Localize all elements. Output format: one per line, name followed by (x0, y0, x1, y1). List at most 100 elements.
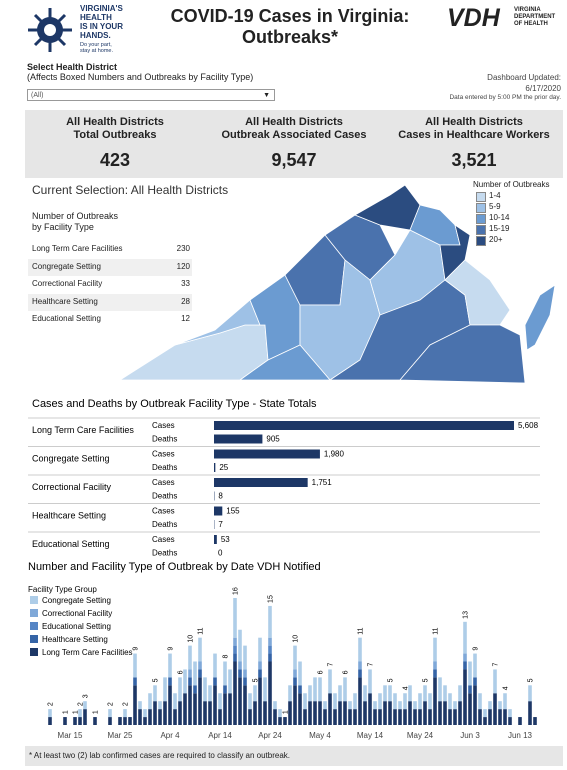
table-row-label: Congregate Setting (32, 261, 101, 271)
total-label: 2 (108, 702, 115, 706)
bar-segment (363, 685, 367, 702)
bar-segment (233, 661, 237, 725)
x-tick-label: Apr 4 (160, 731, 180, 740)
bar-segment (463, 653, 467, 662)
total-label: 8 (223, 655, 230, 659)
bar-segment (183, 693, 187, 725)
bar-segment (328, 669, 332, 694)
bar-segment (343, 701, 347, 725)
bar-segment (268, 661, 272, 725)
category-label: Healthcare Setting (32, 511, 106, 521)
bar-segment (288, 701, 292, 725)
bar-segment (208, 685, 212, 702)
title-line: Outbreaks* (241, 27, 339, 47)
bar-segment (408, 701, 412, 725)
bar-segment (168, 677, 172, 686)
legend-label: 20+ (489, 235, 503, 244)
legend-label: Correctional Facility (42, 609, 112, 618)
bar-segment (483, 717, 487, 725)
bar-segment (483, 709, 487, 718)
bar-segment (258, 677, 262, 725)
total-label: 2 (78, 702, 85, 706)
bar-segment (418, 693, 422, 710)
bar-segment (148, 709, 152, 725)
logo-tagline: Do your part, (80, 42, 112, 48)
bar-segment (333, 693, 337, 710)
bar-segment (123, 717, 127, 725)
table-row-bg (28, 258, 192, 276)
bar-segment (348, 709, 352, 725)
bar-segment (223, 661, 227, 686)
bar-segment (428, 693, 432, 710)
bar-segment (473, 685, 477, 725)
bar-segment (393, 709, 397, 725)
bar-segment (308, 685, 312, 702)
total-label: 2 (123, 702, 130, 706)
bar-segment (443, 685, 447, 702)
bar-segment (453, 709, 457, 725)
bar-segment (193, 693, 197, 725)
bar-segment (303, 709, 307, 725)
bar-segment (188, 669, 192, 678)
legend-swatch (30, 648, 38, 656)
legend-swatch (30, 609, 38, 617)
bar-segment (153, 685, 157, 702)
bar-segment (253, 685, 257, 702)
bar-segment (283, 717, 287, 725)
total-label: 9 (473, 647, 480, 651)
bar-segment (108, 709, 112, 718)
bar-segment (533, 717, 537, 725)
value-label: 1,980 (324, 450, 345, 459)
bar-segment (448, 693, 452, 710)
x-tick-label: May 24 (407, 731, 434, 740)
legend-label: Educational Setting (42, 622, 111, 631)
total-label: 4 (403, 686, 410, 690)
bar-segment (458, 685, 462, 702)
legend-label: 10-14 (489, 213, 510, 222)
total-label: 13 (463, 611, 470, 619)
bar (214, 535, 217, 544)
bar-segment (358, 661, 362, 670)
bar-segment (323, 709, 327, 725)
total-label: 9 (133, 647, 140, 651)
bar-segment (323, 701, 327, 710)
update-note: Data entered by 5:00 PM the prior day. (449, 94, 561, 101)
bar-segment (318, 677, 322, 702)
bar-segment (178, 677, 182, 702)
bar-segment (108, 717, 112, 725)
district-dropdown[interactable]: (All) ▼ (27, 89, 275, 101)
bar-segment (213, 653, 217, 678)
bar-segment (198, 661, 202, 670)
bar-segment (443, 701, 447, 725)
total-label: 1 (73, 710, 80, 714)
bar-segment (313, 677, 317, 702)
value-label: 905 (266, 435, 280, 444)
bar-segment (478, 693, 482, 710)
bar-segment (453, 701, 457, 710)
agency-line: DEPARTMENT (514, 14, 556, 20)
value-label: 25 (219, 463, 228, 472)
bar-segment (263, 701, 267, 725)
category-label: Congregate Setting (32, 454, 110, 464)
value-label: 53 (221, 535, 230, 544)
bar-segment (363, 701, 367, 725)
update-date: 6/17/2020 (525, 84, 561, 93)
bar-segment (278, 717, 282, 725)
total-label: 3 (83, 694, 90, 698)
bar-segment (213, 685, 217, 725)
table-row-value: 120 (176, 261, 190, 271)
total-label: 10 (293, 635, 300, 643)
bar-segment (268, 645, 272, 654)
bar-segment (263, 677, 267, 702)
legend-swatch (30, 596, 38, 604)
bar-segment (463, 621, 467, 654)
dropdown-value: (All) (31, 92, 44, 99)
total-label: 1 (283, 710, 290, 714)
bar-segment (498, 701, 502, 710)
total-label: 7 (493, 662, 500, 666)
bar-segment (373, 701, 377, 710)
bar-segment (138, 701, 142, 710)
bar-segment (378, 693, 382, 710)
series-label: Deaths (152, 435, 177, 444)
bar-segment (223, 685, 227, 694)
